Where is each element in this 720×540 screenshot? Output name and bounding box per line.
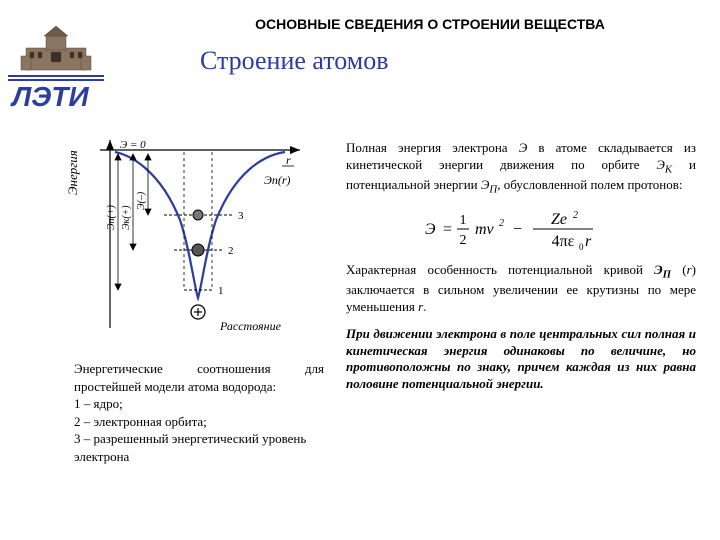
paragraph-1: Полная энергия электрона Э в атоме склад… — [346, 140, 696, 196]
potential-well-graph: Э = 0 Эп(r) 1 2 3 Эп(+) Эк(+) Э(–) — [90, 140, 310, 335]
svg-text:2: 2 — [460, 233, 467, 248]
page-header: ОСНОВНЫЕ СВЕДЕНИЯ О СТРОЕНИИ ВЕЩЕСТВА — [150, 16, 710, 32]
legend-title: Энергетические соотношения для простейше… — [74, 360, 324, 395]
svg-text:1: 1 — [460, 213, 467, 228]
svg-text:ЛЭТИ: ЛЭТИ — [10, 81, 89, 112]
institution-logo: ЛЭТИ — [6, 18, 106, 118]
svg-text:2: 2 — [573, 210, 578, 221]
svg-text:Ze: Ze — [551, 211, 567, 228]
svg-text:Эп(+): Эп(+) — [106, 204, 117, 230]
energy-formula: Э = 1 2 mv 2 − Ze 2 4πε 0 r — [346, 206, 696, 252]
page-subtitle: Строение атомов — [200, 46, 389, 76]
svg-text:Э: Э — [425, 221, 436, 238]
svg-text:1: 1 — [218, 285, 224, 297]
svg-text:0: 0 — [579, 242, 584, 252]
legend-item: 1 – ядро; — [74, 395, 324, 413]
legend-item: 2 – электронная орбита; — [74, 413, 324, 431]
svg-text:Расстояние: Расстояние — [219, 319, 282, 333]
svg-text:−: − — [513, 221, 522, 238]
paragraph-2: Характерная особенность потенциальной кр… — [346, 262, 696, 315]
graph-y-axis-label: Энергия — [65, 150, 81, 195]
svg-text:Э(–): Э(–) — [136, 191, 147, 210]
svg-text:Э = 0: Э = 0 — [120, 140, 146, 151]
svg-text:Эп(r): Эп(r) — [264, 173, 291, 187]
svg-text:r: r — [585, 233, 592, 250]
svg-text:4πε: 4πε — [552, 233, 575, 250]
svg-text:Эк(+): Эк(+) — [121, 205, 132, 230]
svg-text:2: 2 — [228, 245, 234, 257]
svg-text:r: r — [286, 153, 291, 167]
graph-legend: Энергетические соотношения для простейше… — [74, 360, 324, 465]
svg-text:2: 2 — [499, 218, 504, 229]
legend-item: 3 – разрешенный энергетический уровень э… — [74, 430, 324, 465]
body-text: Полная энергия электрона Э в атоме склад… — [346, 140, 696, 403]
paragraph-3: При движении электрона в поле центральны… — [346, 326, 696, 394]
svg-text:=: = — [443, 221, 452, 238]
svg-text:3: 3 — [238, 210, 244, 222]
svg-text:mv: mv — [475, 221, 495, 238]
